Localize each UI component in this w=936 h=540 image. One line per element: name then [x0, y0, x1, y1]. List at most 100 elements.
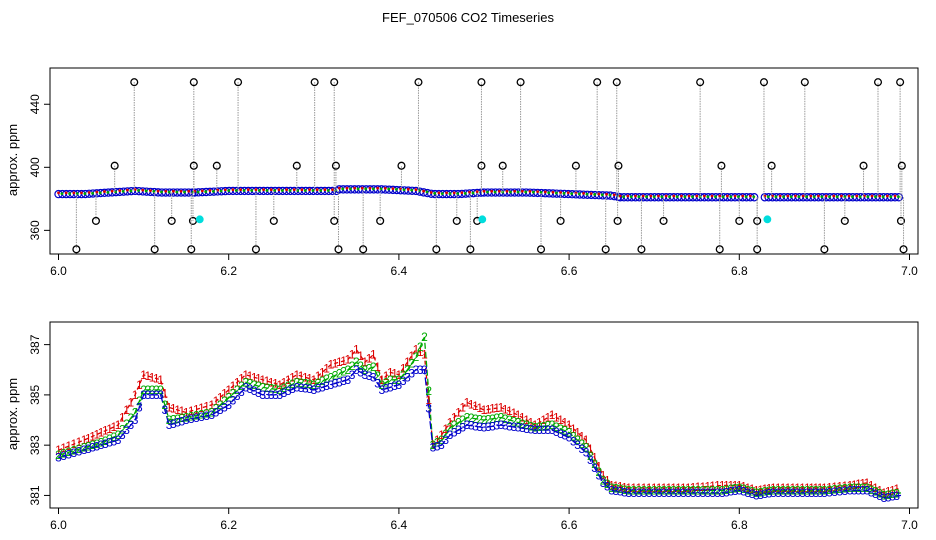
spike-400-marker: [571, 161, 580, 170]
spike-400-marker: [292, 161, 301, 170]
series-2-point: [608, 193, 612, 197]
series-1-point: [383, 186, 387, 190]
series-1-point: [360, 186, 364, 190]
series-3-marker: 3: [336, 375, 343, 389]
series-2-marker: 2: [170, 412, 177, 426]
spike-350-marker: [251, 245, 260, 254]
series-2-point: [524, 190, 528, 194]
series-3-marker: 3: [583, 446, 590, 460]
series-1-marker: 1: [661, 481, 668, 495]
series-2-marker: 2: [123, 417, 130, 431]
series-1-marker: 1: [332, 356, 339, 370]
series-1-marker: 1: [76, 435, 83, 449]
series-2-point: [129, 189, 133, 193]
dropout-marker: [763, 215, 772, 224]
series-3-marker: 3: [349, 368, 356, 382]
series-2-marker: 2: [468, 411, 475, 425]
series-2-marker: 2: [680, 483, 687, 497]
series-1-marker: 1: [690, 481, 697, 495]
series-1-point: [626, 194, 630, 198]
series-1-point: [855, 194, 859, 198]
series-1-point: [680, 194, 683, 198]
series-3-marker: 3: [285, 384, 292, 398]
series-1-marker: 1: [149, 370, 156, 384]
top-y-tick-label: 360: [28, 220, 42, 240]
series-2-marker: 2: [370, 360, 377, 374]
series-1-point: [200, 189, 204, 193]
series-1-marker: 1: [285, 373, 292, 387]
series-2-marker: 2: [549, 418, 556, 432]
series-1-point: [156, 189, 160, 193]
series-2-marker: 2: [221, 394, 228, 408]
spike-high-marker: [189, 78, 198, 87]
series-3-marker: 3: [55, 451, 62, 465]
series-1-point: [110, 189, 114, 193]
series-2-marker: 2: [391, 373, 398, 387]
series-1-marker: 1: [727, 478, 734, 492]
series-1-marker: 1: [225, 383, 232, 397]
series-1-point: [95, 190, 99, 194]
series-3-marker: 3: [617, 485, 624, 499]
series-3-marker: 3: [455, 423, 462, 437]
series-1-marker: 1: [404, 355, 411, 369]
series-3-marker: 3: [695, 486, 702, 500]
series-1-point: [368, 186, 372, 190]
series-2-point: [144, 189, 148, 193]
series-1-marker: 1: [699, 480, 706, 494]
series-1-marker: 1: [566, 418, 573, 432]
series-2-marker: 2: [502, 412, 509, 426]
series-2-marker: 2: [808, 483, 815, 497]
series-2-point: [691, 195, 694, 199]
series-2-marker: 2: [675, 483, 682, 497]
series-2-marker: 2: [349, 359, 356, 373]
series-2-marker: 2: [583, 441, 590, 455]
series-2-marker: 2: [836, 482, 843, 496]
series-2-marker: 2: [193, 409, 200, 423]
series-2-marker: 2: [613, 482, 620, 496]
series-1-marker: 1: [98, 426, 105, 440]
series-2-point: [820, 195, 824, 199]
series-3-marker: 3: [498, 418, 505, 432]
series-2-marker: 2: [217, 398, 224, 412]
series-3-marker: 3: [387, 380, 394, 394]
top-plot-marks: [54, 78, 908, 254]
series-1-marker: 1: [413, 343, 420, 357]
series-2-marker: 2: [136, 394, 143, 408]
series-1-marker: 1: [515, 408, 522, 422]
series-1-marker: 1: [203, 399, 210, 413]
series-1-marker: 1: [255, 372, 262, 386]
series-2-point: [137, 189, 140, 192]
spike-350-marker: [820, 245, 829, 254]
series-2-point: [448, 192, 452, 196]
spike-350-marker: [359, 245, 368, 254]
series-2-marker: 2: [149, 383, 156, 397]
series-2-point: [183, 190, 186, 194]
series-2-point: [547, 191, 551, 195]
series-1-point: [460, 191, 464, 195]
series-1-point: [345, 186, 349, 190]
series-2-marker: 2: [272, 382, 279, 396]
series-3-marker: 3: [519, 421, 526, 435]
series-1-marker: 1: [153, 372, 160, 386]
series-3-marker: 3: [540, 423, 547, 437]
series-3-marker: 3: [81, 443, 88, 457]
series-3-marker: 3: [885, 490, 892, 504]
series-1-marker: 1: [613, 479, 620, 493]
series-3-marker: 3: [493, 419, 500, 433]
series-2-marker: 2: [519, 417, 526, 431]
series-2-marker: 2: [179, 411, 186, 425]
series-2-marker: 2: [732, 482, 739, 496]
series-3-marker: 3: [481, 421, 488, 435]
series-2-point: [348, 187, 352, 191]
series-1-point: [179, 189, 183, 193]
series-1-marker: 1: [370, 348, 377, 362]
series-2-point: [812, 195, 816, 199]
series-2-marker: 2: [868, 483, 875, 497]
series-1-marker: 1: [785, 481, 792, 495]
series-3-marker: 3: [102, 437, 109, 451]
bottom-y-tick-label: 387: [28, 334, 42, 354]
series-2-point: [782, 195, 785, 199]
spike-high-marker: [896, 78, 905, 87]
series-3-marker: 3: [799, 486, 806, 500]
series-3-marker: 3: [831, 485, 838, 499]
